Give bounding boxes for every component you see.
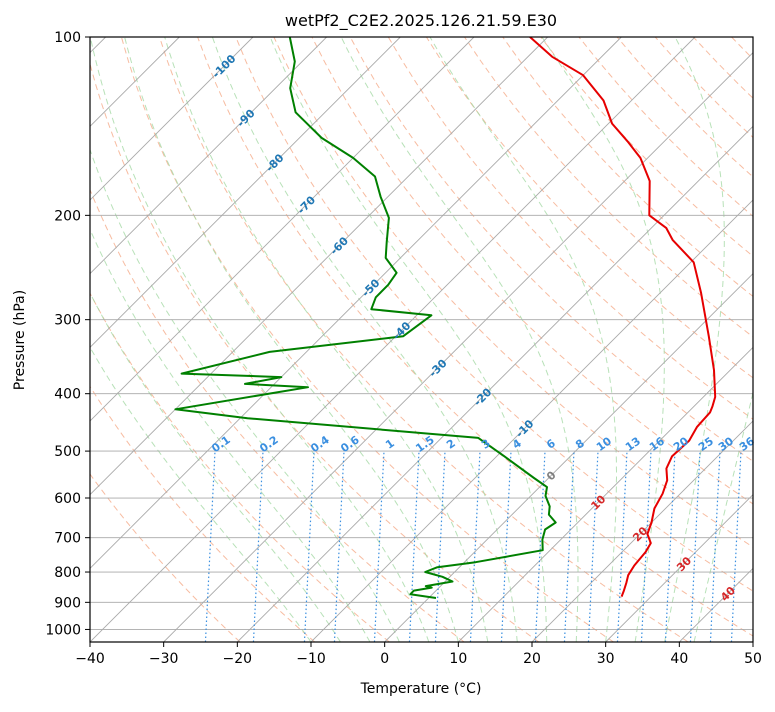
x-tick-label: 10 [449, 651, 467, 667]
plot-frame [90, 37, 753, 642]
mixing-ratio-line [253, 451, 263, 642]
mixing-ratio-label: 0.6 [338, 433, 362, 455]
moist-adiabat-line [0, 37, 311, 642]
dry-adiabat-line [693, 37, 775, 642]
isotherm-label: -80 [263, 151, 286, 174]
isotherm-label: -20 [471, 385, 494, 408]
moist-adiabat-line [212, 37, 517, 642]
mixing-ratio-line [374, 451, 384, 642]
mixing-ratio-line [435, 451, 445, 642]
dry-adiabat-line [274, 37, 775, 642]
isotherm-line [385, 37, 775, 642]
isotherm-line [16, 37, 621, 642]
mixing-ratio-label: 3 [479, 437, 493, 452]
x-tick-label: 30 [597, 651, 615, 667]
x-tick-label: 20 [523, 651, 541, 667]
dry-adiabat-line [0, 37, 315, 642]
isotherm-line [0, 37, 253, 642]
moist-adiabat-line [11, 37, 341, 642]
y-tick-label: 600 [54, 491, 81, 507]
dry-adiabat-line [465, 37, 775, 642]
x-tick-label: 40 [670, 651, 688, 667]
isotherm-label: 10 [588, 492, 608, 512]
profile-lines [175, 37, 715, 598]
isotherm-label: -50 [359, 276, 382, 299]
y-tick-label: 300 [54, 313, 81, 329]
y-tick-label: 400 [54, 387, 81, 403]
y-tick-label: 700 [54, 531, 81, 547]
moist-adiabat-line [125, 37, 459, 642]
y-axis-title: Pressure (hPa) [12, 290, 28, 390]
mixing-ratio-label: 1 [383, 437, 397, 452]
x-tick-label: −10 [296, 651, 326, 667]
mixing-ratio-label: 8 [573, 437, 587, 452]
mixing-ratio-label: 0.2 [257, 433, 280, 455]
isotherm-label: -30 [426, 356, 449, 379]
dry-adiabat-line [503, 37, 775, 642]
isotherm-line [606, 37, 775, 642]
isotherm-line [237, 37, 775, 642]
isotherm-line [0, 37, 327, 642]
y-tick-label: 100 [54, 30, 81, 46]
isotherm-label: 0 [544, 468, 559, 483]
moist-adiabat-line [430, 37, 617, 642]
x-tick-label: 0 [380, 651, 389, 667]
moist-adiabat-line [34, 37, 370, 642]
isotherm-line [0, 37, 474, 642]
dry-adiabat-line [426, 37, 775, 642]
isotherm-label: -40 [390, 319, 413, 342]
y-tick-label: 800 [54, 565, 81, 581]
dry-adiabat-line [388, 37, 775, 642]
x-tick-label: −30 [149, 651, 179, 667]
x-tick-label: −40 [75, 651, 105, 667]
moist-adiabat-line [694, 37, 775, 642]
dry-adiabat-line [236, 37, 775, 642]
isotherm-line [0, 37, 400, 642]
isotherm-label: -10 [513, 417, 536, 440]
mixing-ratio-line [617, 451, 627, 642]
isotherm-label: 40 [718, 584, 738, 604]
x-tick-label: 50 [744, 651, 762, 667]
x-axis-title: Temperature (°C) [360, 681, 482, 697]
dry-adiabat-line [579, 37, 775, 642]
isotherm-line [532, 37, 775, 642]
mixing-ratio-line [501, 451, 511, 642]
dry-adiabat-line [160, 37, 689, 642]
mixing-ratio-line [690, 451, 700, 642]
mixing-ratio-label: 1.5 [413, 433, 436, 455]
background-lines [0, 37, 775, 642]
mixing-ratio-label: 2 [444, 437, 458, 452]
isotherm-label: -90 [234, 106, 257, 129]
isotherm-line [679, 37, 775, 642]
isotherm-label: -100 [210, 52, 239, 81]
mixing-ratio-line [731, 451, 741, 642]
mixing-ratio-label: 6 [544, 437, 558, 452]
chart-title: wetPf2_C2E2.2025.126.21.59.E30 [285, 11, 557, 31]
isotherm-label: -70 [295, 193, 318, 216]
isotherm-label: -60 [328, 234, 351, 257]
mixing-ratio-label: 0.1 [209, 433, 232, 455]
moist-adiabat-line [165, 37, 488, 642]
moist-adiabat-line [61, 37, 400, 642]
x-tick-label: −20 [223, 651, 253, 667]
isotherm-label: 30 [674, 554, 694, 574]
dry-adiabat-line [770, 37, 775, 642]
isotherm-label: 20 [630, 524, 650, 544]
dry-adiabat-line [0, 37, 240, 642]
isotherm-line [164, 37, 769, 642]
y-tick-label: 200 [54, 208, 81, 224]
temperature-profile-line [530, 37, 715, 597]
isotherm-line [753, 37, 775, 642]
mixing-ratio-line [470, 451, 480, 642]
y-tick-label: 900 [54, 595, 81, 611]
y-tick-label: 500 [54, 444, 81, 460]
y-tick-label: 1000 [45, 622, 81, 638]
